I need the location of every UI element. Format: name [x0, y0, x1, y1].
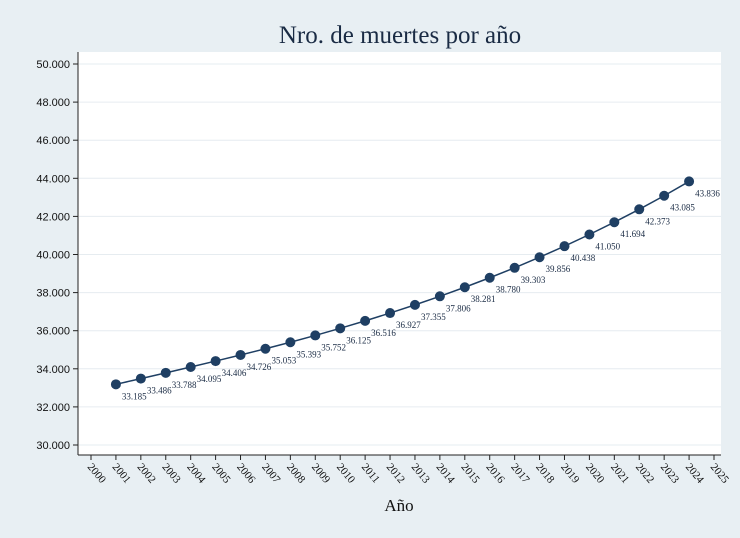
- data-point: [160, 367, 171, 378]
- data-label: 41.694: [620, 229, 645, 239]
- data-label: 34.095: [197, 374, 222, 384]
- y-tick-label: 42.000: [36, 211, 70, 223]
- data-label: 39.303: [521, 275, 546, 285]
- x-tick-label: 2005: [209, 461, 233, 486]
- x-tick-label: 2003: [159, 461, 183, 486]
- plot-area: [78, 52, 721, 455]
- data-point: [484, 272, 495, 283]
- x-tick-label: 2010: [334, 461, 358, 486]
- x-tick-label: 2004: [184, 461, 208, 486]
- data-label: 38.780: [496, 285, 521, 295]
- y-tick-label: 30.000: [36, 440, 70, 452]
- data-label: 43.836: [695, 188, 720, 198]
- data-label: 39.856: [546, 264, 571, 274]
- data-label: 41.050: [595, 241, 620, 251]
- data-label: 38.281: [471, 294, 496, 304]
- data-point: [285, 337, 296, 348]
- data-point: [135, 373, 146, 384]
- data-point: [609, 217, 620, 228]
- data-point: [634, 204, 645, 215]
- x-tick-label: 2011: [359, 461, 382, 485]
- x-axis-ticks: 2000 2001 2002 2003 2004 2005 2006 2007 2008 2009…: [85, 455, 732, 486]
- x-tick-label: 2014: [434, 461, 458, 486]
- series: 33.18533.48633.78834.09534.40634.72635.0…: [110, 176, 720, 401]
- x-tick-label: 2001: [110, 461, 133, 486]
- y-tick-label: 38.000: [36, 288, 70, 300]
- data-point: [210, 356, 221, 367]
- data-label: 42.373: [645, 216, 670, 226]
- x-tick-label: 2023: [658, 461, 682, 486]
- data-label: 37.806: [446, 303, 471, 313]
- data-label: 35.393: [296, 349, 321, 359]
- y-tick-label: 34.000: [36, 364, 70, 376]
- chart-title: Nro. de muertes por año: [279, 22, 521, 49]
- data-label: 43.085: [670, 203, 695, 213]
- data-point: [310, 330, 321, 341]
- x-axis-title: Año: [384, 496, 413, 515]
- x-tick-label: 2006: [234, 461, 258, 486]
- y-tick-label: 50.000: [36, 59, 70, 71]
- x-tick-label: 2012: [384, 461, 407, 486]
- data-label: 36.125: [346, 335, 371, 345]
- data-label: 34.406: [222, 368, 247, 378]
- x-tick-label: 2007: [259, 461, 283, 486]
- data-label: 35.053: [271, 356, 296, 366]
- data-point: [459, 282, 470, 293]
- data-point: [684, 176, 695, 187]
- data-point: [559, 241, 570, 252]
- x-tick-label: 2008: [284, 461, 308, 486]
- y-tick-label: 46.000: [36, 135, 70, 147]
- data-point: [260, 343, 271, 354]
- data-label: 37.355: [421, 312, 446, 322]
- data-point: [509, 262, 520, 273]
- y-tick-label: 48.000: [36, 97, 70, 109]
- x-tick-label: 2000: [85, 461, 109, 486]
- x-tick-label: 2017: [508, 461, 532, 486]
- data-label: 36.927: [396, 320, 421, 330]
- data-label: 35.752: [321, 342, 346, 352]
- y-tick-label: 36.000: [36, 326, 70, 338]
- y-tick-label: 40.000: [36, 250, 70, 262]
- x-tick-label: 2009: [309, 461, 333, 486]
- data-point: [385, 308, 396, 319]
- x-tick-label: 2024: [683, 461, 707, 486]
- x-tick-label: 2025: [708, 461, 732, 486]
- data-point: [110, 379, 121, 390]
- data-label: 34.726: [247, 362, 272, 372]
- data-point: [434, 291, 445, 302]
- data-label: 33.788: [172, 380, 197, 390]
- data-label: 40.438: [570, 253, 595, 263]
- x-tick-label: 2015: [459, 461, 483, 486]
- x-tick-label: 2019: [558, 461, 582, 486]
- data-label: 33.486: [147, 386, 172, 396]
- data-point: [185, 361, 196, 372]
- data-label: 36.516: [371, 328, 396, 338]
- x-tick-label: 2013: [409, 461, 433, 486]
- data-point: [534, 252, 545, 263]
- x-tick-label: 2022: [633, 461, 656, 486]
- x-tick-label: 2002: [135, 461, 158, 486]
- data-point: [235, 349, 246, 360]
- data-point: [584, 229, 595, 240]
- y-tick-label: 44.000: [36, 173, 70, 185]
- data-point: [335, 323, 346, 334]
- x-tick-label: 2016: [483, 461, 507, 486]
- data-label: 33.185: [122, 391, 147, 401]
- x-tick-label: 2018: [533, 461, 557, 486]
- data-point: [659, 190, 670, 201]
- y-tick-label: 32.000: [36, 402, 70, 414]
- x-tick-label: 2021: [608, 461, 631, 486]
- y-axis-ticks: 30.000 32.000 34.000 36.000 38.000 40.000 42.0…: [36, 59, 78, 452]
- data-point: [409, 299, 420, 310]
- data-point: [360, 315, 371, 326]
- x-tick-label: 2020: [583, 461, 607, 486]
